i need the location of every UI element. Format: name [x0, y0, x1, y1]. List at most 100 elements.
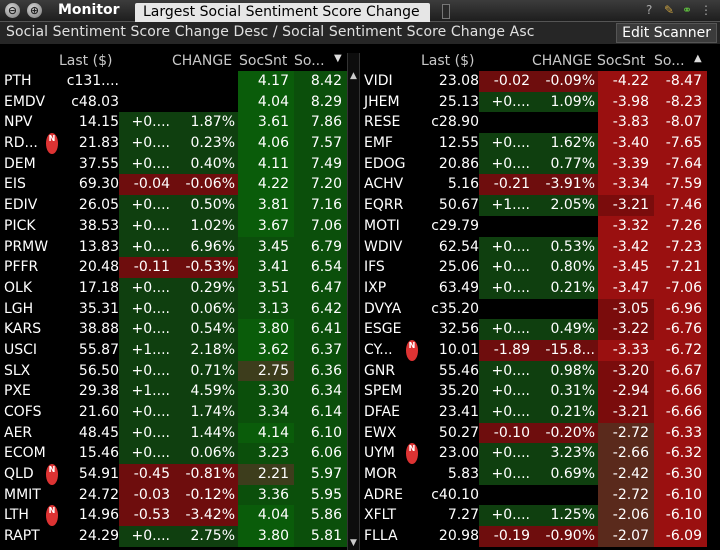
symbol[interactable]: LTH	[4, 507, 29, 524]
menu-icon[interactable]: ⋮	[700, 3, 712, 17]
table-row[interactable]: LTH N 14.96 -0.53 -3.42% 4.04 5.86	[0, 505, 347, 527]
table-row[interactable]: EDOG 20.86 +0.... 0.77% -3.39 -7.64	[360, 153, 720, 175]
col-change[interactable]: CHANGE	[532, 53, 593, 69]
table-row[interactable]: FLLA 20.98 -0.19 -0.90% -2.07 -6.09	[360, 526, 720, 547]
table-row[interactable]: ECOM 15.46 +0.... 0.06% 3.23 6.06	[0, 443, 347, 465]
col-last[interactable]: Last ($)	[59, 53, 113, 69]
table-row[interactable]: GNR 55.46 +0.... 0.98% -3.20 -6.67	[360, 360, 720, 382]
col-socsnt-2[interactable]: So...	[654, 53, 685, 69]
pin-icon[interactable]: ✎	[664, 3, 675, 17]
symbol[interactable]: SPEM	[364, 383, 403, 400]
symbol[interactable]: OLK	[4, 279, 32, 296]
tab-largest-social-sentiment[interactable]: Largest Social Sentiment Score Change	[135, 3, 430, 22]
table-row[interactable]: MOR 5.83 +0.... 0.69% -2.42 -6.30	[360, 464, 720, 485]
edit-scanner-button[interactable]: Edit Scanner	[616, 23, 717, 43]
table-row[interactable]: VIDI 23.08 -0.02 -0.09% -4.22 -8.47	[360, 71, 720, 92]
symbol[interactable]: NPV	[4, 114, 33, 131]
symbol[interactable]: PFFR	[4, 259, 39, 276]
symbol[interactable]: EQRR	[364, 197, 404, 214]
help-icon[interactable]: ?	[646, 3, 653, 17]
symbol[interactable]: MOR	[364, 466, 397, 483]
table-row[interactable]: IXP 63.49 +0.... 0.21% -3.47 -7.06	[360, 277, 720, 299]
table-row[interactable]: SPEM 35.20 +0.... 0.31% -2.94 -6.66	[360, 381, 720, 402]
symbol[interactable]: PRMW	[4, 238, 49, 255]
symbol[interactable]: ACHV	[364, 176, 404, 193]
table-row[interactable]: DEM 37.55 +0.... 0.40% 4.11 7.49	[0, 153, 347, 175]
table-row[interactable]: MMIT 24.72 -0.03 -0.12% 3.36 5.95	[0, 484, 347, 506]
table-row[interactable]: WDIV 62.54 +0.... 0.53% -3.42 -7.23	[360, 236, 720, 258]
symbol[interactable]: EDOG	[364, 155, 406, 172]
table-row[interactable]: PXE 29.38 +1.... 4.59% 3.30 6.34	[0, 381, 347, 402]
symbol[interactable]: PICK	[4, 217, 36, 234]
symbol[interactable]: SLX	[4, 362, 31, 379]
symbol[interactable]: DEM	[4, 155, 36, 172]
symbol[interactable]: ESGE	[364, 321, 402, 338]
symbol[interactable]: JHEM	[364, 93, 400, 110]
news-icon[interactable]: N	[46, 464, 58, 485]
table-row[interactable]: MOTI c29.79 -3.32 -7.26	[360, 215, 720, 237]
symbol[interactable]: EMF	[364, 135, 393, 152]
expand-icon[interactable]: ⊕	[27, 3, 42, 18]
symbol[interactable]: XFLT	[364, 507, 397, 524]
table-row[interactable]: JHEM 25.13 +0.... 1.09% -3.98 -8.23	[360, 91, 720, 113]
symbol[interactable]: EMDV	[4, 93, 46, 110]
table-row[interactable]: SLX 56.50 +0.... 0.71% 2.75 6.36	[0, 360, 347, 382]
symbol[interactable]: QLD	[4, 466, 34, 483]
table-row[interactable]: EDIV 26.05 +0.... 0.50% 3.81 7.16	[0, 195, 347, 216]
symbol[interactable]: GNR	[364, 362, 396, 379]
symbol[interactable]: PXE	[4, 383, 31, 400]
symbol[interactable]: LGH	[4, 300, 34, 317]
table-row[interactable]: CY... N 10.01 -1.89 -15.8... -3.33 -6.72	[360, 339, 720, 361]
table-row[interactable]: QLD N 54.91 -0.45 -0.81% 2.21 5.97	[0, 464, 347, 485]
symbol[interactable]: IXP	[364, 279, 387, 296]
symbol[interactable]: ADRE	[364, 486, 403, 503]
news-icon[interactable]: N	[406, 339, 418, 361]
symbol[interactable]: EIS	[4, 176, 26, 193]
col-socsnt[interactable]: SocSnt	[597, 53, 646, 69]
tab-overflow-button[interactable]	[442, 4, 450, 19]
table-row[interactable]: OLK 17.18 +0.... 0.29% 3.51 6.47	[0, 277, 347, 299]
table-row[interactable]: EIS 69.30 -0.04 -0.06% 4.22 7.20	[0, 174, 347, 196]
symbol[interactable]: EWX	[364, 424, 397, 441]
symbol[interactable]: COFS	[4, 404, 42, 420]
table-row[interactable]: DVYA c35.20 -3.05 -6.96	[360, 298, 720, 320]
symbol[interactable]: ECOM	[4, 445, 46, 462]
table-row[interactable]: RESE c28.90 -3.83 -8.07	[360, 112, 720, 134]
symbol[interactable]: WDIV	[364, 238, 403, 255]
table-row[interactable]: IFS 25.06 +0.... 0.80% -3.45 -7.21	[360, 257, 720, 278]
symbol[interactable]: UYM	[364, 445, 395, 462]
col-socsnt[interactable]: SocSnt	[239, 53, 288, 69]
news-icon[interactable]: N	[406, 443, 418, 465]
table-row[interactable]: LGH 35.31 +0.... 0.06% 3.13 6.42	[0, 298, 347, 320]
symbol[interactable]: RAPT	[4, 528, 40, 545]
table-row[interactable]: RD... N 21.83 +0.... 0.23% 4.06 7.57	[0, 133, 347, 154]
symbol[interactable]: VIDI	[364, 73, 393, 89]
table-row[interactable]: PTH c131.... 4.17 8.42	[0, 71, 347, 92]
col-change[interactable]: CHANGE	[172, 53, 233, 69]
minimize-icon[interactable]: ⊖	[5, 3, 20, 18]
news-icon[interactable]: N	[46, 505, 58, 527]
table-row[interactable]: DFAE 23.41 +0.... 0.21% -3.21 -6.66	[360, 402, 720, 423]
symbol[interactable]: IFS	[364, 259, 385, 276]
col-last[interactable]: Last ($)	[421, 53, 475, 69]
symbol[interactable]: PTH	[4, 73, 32, 89]
symbol[interactable]: AER	[4, 424, 33, 441]
news-icon[interactable]: N	[46, 133, 58, 154]
scroll-down-icon[interactable]: ▼	[350, 538, 357, 548]
table-row[interactable]: USCI 55.87 +1.... 2.18% 3.62 6.37	[0, 339, 347, 361]
table-row[interactable]: EQRR 50.67 +1.... 2.05% -3.21 -7.46	[360, 195, 720, 216]
symbol[interactable]: DFAE	[364, 404, 400, 420]
table-row[interactable]: UYM N 23.00 +0.... 3.23% -2.66 -6.32	[360, 443, 720, 465]
symbol[interactable]: EDIV	[4, 197, 38, 214]
table-row[interactable]: ESGE 32.56 +0.... 0.49% -3.22 -6.76	[360, 319, 720, 340]
table-row[interactable]: NPV 14.15 +0.... 1.87% 3.61 7.86	[0, 112, 347, 134]
symbol[interactable]: USCI	[4, 341, 38, 358]
symbol[interactable]: KARS	[4, 321, 42, 338]
link-icon[interactable]: ⚭	[682, 3, 693, 17]
symbol[interactable]: RD...	[4, 135, 38, 152]
table-row[interactable]: PFFR 20.48 -0.11 -0.53% 3.41 6.54	[0, 257, 347, 278]
table-row[interactable]: KARS 38.88 +0.... 0.54% 3.80 6.41	[0, 319, 347, 340]
table-row[interactable]: COFS 21.60 +0.... 1.74% 3.34 6.14	[0, 402, 347, 423]
symbol[interactable]: MOTI	[364, 217, 400, 234]
table-row[interactable]: EWX 50.27 -0.10 -0.20% -2.72 -6.33	[360, 422, 720, 444]
